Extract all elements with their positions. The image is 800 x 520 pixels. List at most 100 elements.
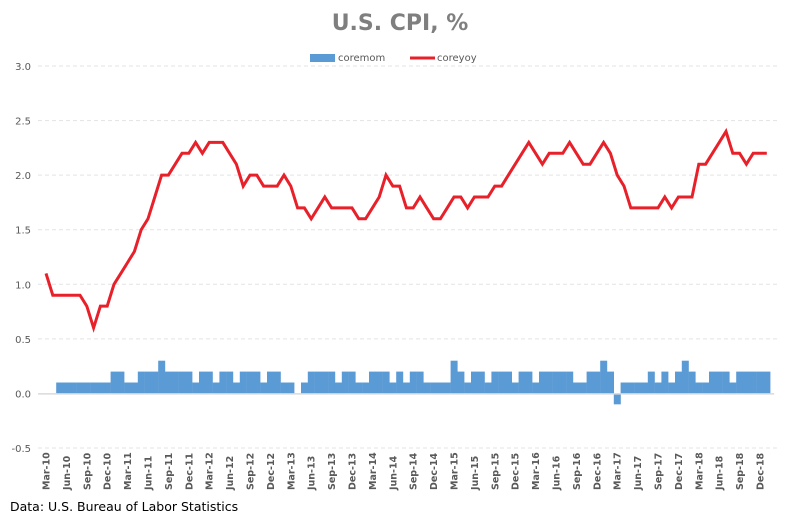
bar-coremom [409, 371, 417, 394]
bar-coremom [233, 382, 240, 394]
bar-coremom [525, 371, 533, 394]
bar-coremom [437, 382, 444, 394]
bar-coremom [403, 382, 410, 394]
bar-coremom [280, 382, 288, 394]
x-tick-label: Mar-10 [42, 452, 53, 490]
bar-coremom [763, 371, 771, 394]
x-tick-label: Mar-15 [450, 452, 461, 490]
legend-label-coremom: coremom [338, 53, 385, 64]
bar-coremom [328, 371, 336, 394]
bar-coremom [641, 382, 648, 394]
bar-coremom [702, 382, 710, 394]
legend-label-coreyoy: coreyoy [437, 53, 477, 64]
bar-coremom [137, 371, 145, 394]
bar-coremom [246, 371, 254, 394]
y-axis: 3.0 2.5 2.0 1.5 1.0 0.5 0.0 -0.5 [11, 62, 31, 455]
bar-coremom [661, 371, 669, 394]
bar-coremom [654, 382, 662, 394]
bar-coremom [471, 371, 478, 394]
y-tick-label: 0.0 [15, 389, 31, 400]
bar-coremom [239, 371, 247, 394]
bar-coremom [443, 382, 451, 394]
bar-series-coremom [56, 360, 771, 405]
bar-coremom [586, 371, 594, 394]
bar-coremom [430, 382, 438, 394]
x-tick-label: Dec-13 [348, 453, 359, 490]
y-tick-label: 1.5 [15, 226, 31, 237]
bar-coremom [634, 382, 642, 394]
bar-coremom [511, 382, 519, 394]
x-tick-label: Mar-17 [613, 452, 624, 490]
bar-coremom [620, 382, 628, 394]
bar-coremom [83, 382, 91, 394]
bar-coremom [579, 382, 587, 394]
bar-coremom [110, 371, 118, 394]
bar-coremom [532, 382, 540, 394]
x-tick-label: Dec-14 [429, 452, 440, 490]
bar-coremom [627, 382, 635, 394]
legend-swatch-coremom [310, 54, 335, 62]
bar-coremom [477, 371, 485, 394]
bar-coremom [219, 371, 227, 394]
bar-coremom [505, 371, 512, 394]
bar-coremom [566, 371, 574, 394]
bar-coremom [369, 371, 376, 394]
bar-coremom [600, 360, 608, 394]
bar-coremom [131, 382, 138, 394]
source-note: Data: U.S. Bureau of Labor Statistics [10, 499, 239, 514]
y-tick-label: -0.5 [11, 444, 31, 455]
x-tick-label: Dec-15 [511, 453, 522, 490]
legend: coremom coreyoy [310, 53, 477, 64]
x-tick-label: Dec-17 [674, 453, 685, 490]
bar-coremom [90, 382, 98, 394]
bar-coremom [63, 382, 70, 394]
bar-coremom [382, 371, 390, 394]
y-tick-label: 3.0 [15, 62, 31, 73]
y-tick-label: 0.5 [15, 335, 31, 346]
x-tick-label: Sep-10 [82, 452, 93, 490]
bar-coremom [307, 371, 315, 394]
x-tick-label: Jun-18 [715, 455, 726, 491]
x-tick-label: Dec-11 [184, 453, 195, 490]
chart-title: U.S. CPI, % [332, 11, 469, 36]
x-axis: Mar-10 Jun-10 Sep-10 Dec-10 Mar-11 Jun-11 Sep-… [42, 452, 767, 491]
bar-coremom [559, 371, 567, 394]
bar-coremom [668, 382, 676, 394]
y-tick-label: 1.0 [15, 280, 31, 291]
bar-coremom [97, 382, 104, 394]
bar-coremom [464, 382, 472, 394]
y-tick-label: 2.5 [15, 117, 31, 128]
bar-coremom [348, 371, 356, 394]
bar-coremom [341, 371, 349, 394]
x-tick-label: Jun-15 [470, 456, 481, 491]
bar-coremom [185, 371, 193, 394]
bar-coremom [552, 371, 560, 394]
x-tick-label: Mar-11 [123, 452, 134, 490]
bar-coremom [335, 382, 342, 394]
x-tick-label: Mar-18 [694, 452, 705, 490]
x-tick-label: Dec-12 [266, 453, 277, 490]
bar-coremom [355, 382, 363, 394]
bar-coremom [681, 360, 689, 394]
bar-coremom [56, 382, 64, 394]
bar-coremom [260, 382, 268, 394]
x-tick-label: Jun-17 [633, 456, 644, 491]
bar-coremom [314, 371, 322, 394]
bar-coremom [613, 393, 621, 405]
x-tick-label: Sep-11 [164, 453, 175, 490]
bar-coremom [226, 371, 234, 394]
x-tick-label: Dec-18 [756, 452, 767, 490]
bar-coremom [593, 371, 601, 394]
bar-coremom [498, 371, 506, 394]
gridlines [38, 65, 778, 449]
bar-coremom [199, 371, 206, 394]
bar-coremom [321, 371, 329, 394]
bar-coremom [205, 371, 213, 394]
bar-coremom [736, 371, 744, 394]
bar-coremom [273, 371, 281, 394]
bar-coremom [491, 371, 499, 394]
bar-coremom [729, 382, 737, 394]
bar-coremom [457, 371, 465, 394]
x-tick-label: Sep-17 [654, 453, 665, 490]
bar-coremom [518, 371, 526, 394]
